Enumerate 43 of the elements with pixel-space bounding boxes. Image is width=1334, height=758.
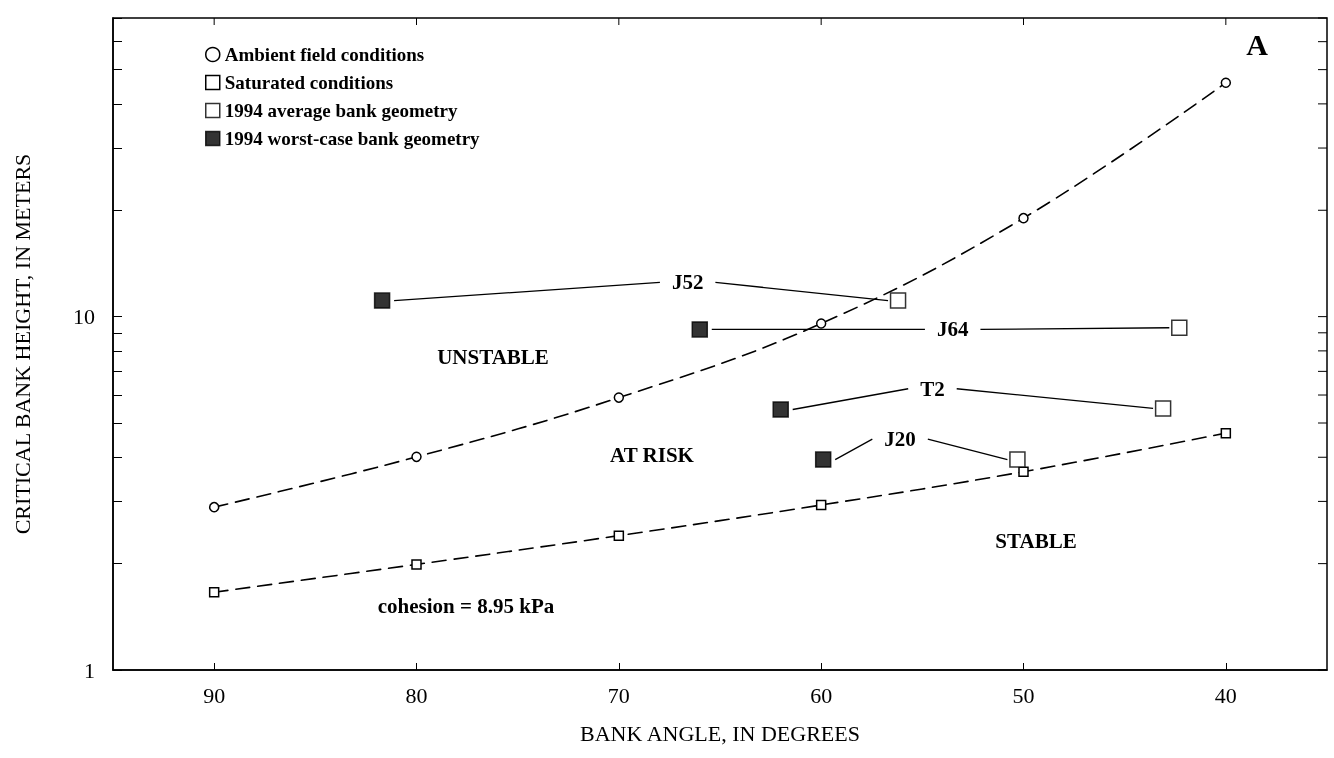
point: [691, 321, 709, 338]
annotation: cohesion = 8.95 kPa: [377, 594, 555, 618]
annotation: STABLE: [995, 529, 1077, 553]
annotation: T2: [920, 376, 945, 401]
annotation: AT RISK: [610, 443, 695, 467]
x-tick-label: 90: [203, 682, 226, 708]
annotation: UNSTABLE: [437, 345, 549, 369]
x-tick-label: 80: [405, 682, 428, 708]
y-tick-label: 10: [73, 304, 95, 330]
annotation: J64: [936, 317, 969, 342]
point: [411, 559, 422, 570]
point: [1018, 466, 1029, 477]
x-tick-label: 50: [1012, 682, 1035, 708]
annotation: J20: [884, 427, 916, 452]
point: [411, 451, 422, 463]
y-axis-title: CRITICAL BANK HEIGHT, IN METERS: [9, 153, 35, 535]
point: [889, 292, 907, 309]
legend-label: 1994 worst-case bank geometry: [224, 128, 481, 149]
legend-label: 1994 average bank geometry: [224, 100, 458, 121]
y-tick-label: 1: [84, 657, 95, 683]
point: [815, 499, 827, 511]
x-axis-title: BANK ANGLE, IN DEGREES: [580, 720, 860, 746]
x-tick-label: 70: [607, 682, 630, 708]
legend-label: Saturated conditions: [224, 72, 394, 93]
point: [208, 501, 220, 513]
x-tick-label: 60: [810, 682, 833, 708]
point: [815, 318, 827, 329]
point: [1009, 451, 1026, 468]
point: [373, 292, 391, 309]
point: [1171, 319, 1188, 337]
legend-label: Ambient field conditions: [224, 44, 425, 65]
point: [613, 530, 625, 541]
point: [772, 401, 789, 418]
x-tick-label: 40: [1214, 682, 1237, 708]
point: [814, 451, 832, 468]
annotation: A: [1246, 27, 1269, 61]
point: [1154, 400, 1172, 417]
point: [613, 392, 625, 403]
point: [1220, 427, 1232, 439]
annotation: J52: [671, 270, 704, 295]
point: [1018, 212, 1029, 224]
point: [1220, 77, 1232, 89]
point: [208, 586, 220, 598]
